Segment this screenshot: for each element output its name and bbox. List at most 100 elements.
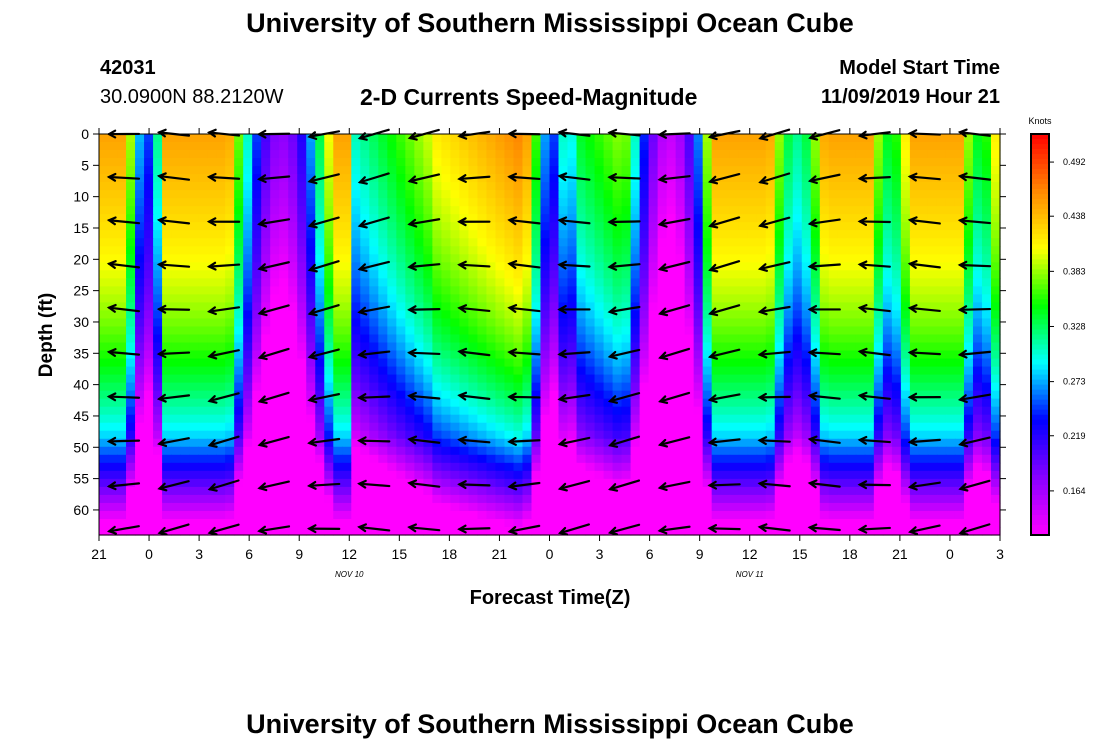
heatmap-cell xyxy=(585,134,596,143)
heatmap-cell xyxy=(774,206,785,215)
heatmap-cell xyxy=(342,214,352,223)
heatmap-cell xyxy=(891,222,902,231)
heatmap-cell xyxy=(774,262,785,271)
heatmap-cell xyxy=(972,294,983,304)
heatmap-cell xyxy=(243,198,253,207)
heatmap-cell xyxy=(324,294,334,304)
heatmap-cell xyxy=(666,478,677,488)
heatmap-cell xyxy=(639,270,650,279)
heatmap-cell xyxy=(918,294,929,304)
heatmap-cell xyxy=(459,230,470,239)
heatmap-cell xyxy=(873,310,884,320)
heatmap-cell xyxy=(189,526,199,536)
heatmap-cell xyxy=(423,358,433,368)
heatmap-cell xyxy=(495,270,506,279)
heatmap-cell xyxy=(387,366,397,376)
heatmap-cell xyxy=(180,230,190,239)
heatmap-cell xyxy=(675,174,686,183)
heatmap-cell xyxy=(414,502,424,512)
heatmap-cell xyxy=(459,222,470,231)
heatmap-cell xyxy=(558,454,569,464)
heatmap-cell xyxy=(99,350,109,360)
heatmap-cell xyxy=(324,158,334,167)
heatmap-cell xyxy=(882,526,893,536)
heatmap-cell xyxy=(837,230,848,239)
heatmap-cell xyxy=(729,502,740,512)
heatmap-cell xyxy=(351,158,361,167)
heatmap-cell xyxy=(630,294,641,304)
heatmap-cell xyxy=(981,438,992,448)
heatmap-cell xyxy=(864,446,875,456)
heatmap-cell xyxy=(603,214,614,223)
heatmap-cell xyxy=(414,422,424,432)
heatmap-cell xyxy=(954,430,965,440)
heatmap-cell xyxy=(252,142,262,151)
heatmap-cell xyxy=(639,526,650,536)
heatmap-cell xyxy=(360,182,370,191)
heatmap-cell xyxy=(981,334,992,344)
heatmap-cell xyxy=(837,310,848,320)
heatmap-cell xyxy=(468,494,479,504)
heatmap-cell xyxy=(819,382,830,392)
heatmap-cell xyxy=(810,318,821,328)
heatmap-cell xyxy=(891,198,902,207)
heatmap-cell xyxy=(486,310,497,320)
heatmap-cell xyxy=(963,198,974,207)
heatmap-cell xyxy=(765,254,776,263)
heatmap-cell xyxy=(540,414,551,424)
heatmap-cell xyxy=(207,358,217,368)
heatmap-cell xyxy=(630,310,641,320)
heatmap-cell xyxy=(657,198,668,207)
heatmap-cell xyxy=(819,254,830,263)
heatmap-cell xyxy=(270,222,280,231)
heatmap-cell xyxy=(297,174,307,183)
heatmap-cell xyxy=(171,454,181,464)
heatmap-cell xyxy=(729,230,740,239)
heatmap-cell xyxy=(477,358,488,368)
heatmap-cell xyxy=(162,254,172,263)
heatmap-cell xyxy=(549,414,560,424)
heatmap-cell xyxy=(684,262,695,271)
heatmap-cell xyxy=(315,166,325,175)
heatmap-cell xyxy=(531,382,542,392)
heatmap-cell xyxy=(549,158,560,167)
heatmap-cell xyxy=(198,462,208,472)
heatmap-cell xyxy=(657,294,668,304)
heatmap-cell xyxy=(369,438,379,448)
heatmap-cell xyxy=(288,254,298,263)
heatmap-cell xyxy=(981,478,992,488)
heatmap-cell xyxy=(504,206,515,215)
heatmap-cell xyxy=(945,166,956,175)
heatmap-cell xyxy=(540,142,551,151)
heatmap-cell xyxy=(585,230,596,239)
heatmap-cell xyxy=(324,326,334,336)
heatmap-cell xyxy=(828,470,839,480)
heatmap-cell xyxy=(297,390,307,400)
heatmap-cell xyxy=(468,142,479,151)
heatmap-cell xyxy=(747,198,758,207)
heatmap-cell xyxy=(882,206,893,215)
heatmap-cell xyxy=(837,262,848,271)
heatmap-cell xyxy=(477,374,488,384)
heatmap-cell xyxy=(315,518,325,528)
heatmap-cell xyxy=(810,486,821,496)
heatmap-cell xyxy=(828,462,839,472)
heatmap-cell xyxy=(270,278,280,287)
heatmap-cell xyxy=(261,302,271,312)
heatmap-cell xyxy=(522,398,533,408)
heatmap-cell xyxy=(486,382,497,392)
heatmap-cell xyxy=(117,318,127,328)
heatmap-cell xyxy=(252,166,262,175)
heatmap-cell xyxy=(468,222,479,231)
heatmap-cell xyxy=(819,374,830,384)
heatmap-cell xyxy=(909,502,920,512)
heatmap-cell xyxy=(774,414,785,424)
heatmap-cell xyxy=(738,510,749,520)
heatmap-cell xyxy=(873,270,884,279)
heatmap-cell xyxy=(666,358,677,368)
heatmap-cell xyxy=(549,486,560,496)
heatmap-cell xyxy=(450,430,460,440)
heatmap-cell xyxy=(612,318,623,328)
heatmap-cell xyxy=(621,526,632,536)
heatmap-cell xyxy=(171,294,181,304)
